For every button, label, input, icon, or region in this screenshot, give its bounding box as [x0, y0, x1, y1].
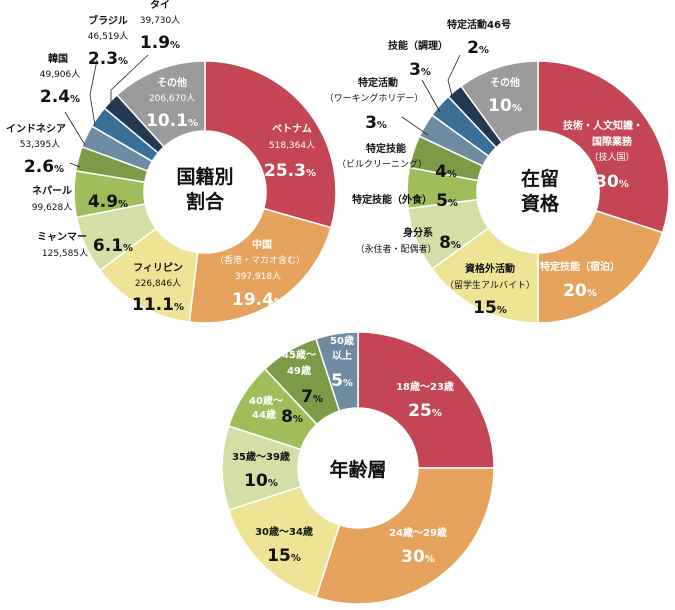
- donut-slice: [315, 467, 495, 605]
- slice-percent: 10.1%: [146, 111, 198, 131]
- slice-label: 40歳〜: [249, 394, 283, 407]
- slice-percent: 11.1%: [132, 295, 184, 315]
- slice-label: 50歳: [330, 334, 354, 347]
- chart-title: 国籍別割合: [176, 166, 234, 213]
- slice-percent: 2.4%: [40, 87, 80, 107]
- slice-count: 518,364人: [269, 140, 315, 151]
- slice-percent: 4%: [435, 162, 457, 182]
- slice-percent: 1.9%: [140, 33, 180, 53]
- slice-label: 身分系: [403, 226, 433, 239]
- slice-label: 特定活動: [358, 76, 398, 89]
- slice-label: 44歳: [252, 408, 276, 421]
- status-labels: 技術・人文知識・ 国際業務 （技人国） 30% 特定技能（宿泊） 20% 資格外…: [325, 18, 643, 318]
- slice-sublabel: （ワーキングホリデー）: [325, 92, 424, 104]
- slice-label: 技術・人文知識・: [563, 119, 643, 132]
- slice-label: ベトナム: [272, 123, 312, 135]
- slice-label: 35歳〜39歳: [232, 450, 290, 463]
- slice-label: タイ: [150, 0, 170, 11]
- slice-label: インドネシア: [6, 123, 66, 135]
- age-donut: [221, 331, 495, 605]
- nationality-labels: ベトナム 518,364人 25.3% 中国 （香港・マカオ含む） 397,91…: [6, 0, 316, 315]
- slice-percent: 4.9%: [88, 192, 128, 212]
- slice-percent: 7%: [301, 387, 323, 407]
- slice-count: 397,918人: [235, 271, 281, 282]
- slice-count: 99,628人: [32, 202, 73, 213]
- slice-percent: 10%: [488, 96, 522, 116]
- slice-percent: 30%: [595, 172, 629, 192]
- slice-percent: 25.3%: [264, 161, 316, 181]
- slice-percent: 19.4%: [232, 290, 284, 310]
- slice-percent: 25%: [408, 401, 442, 421]
- slice-percent: 10%: [244, 471, 278, 491]
- slice-percent: 3%: [409, 60, 431, 80]
- donut-slice: [459, 60, 539, 144]
- slice-percent: 8%: [439, 233, 461, 253]
- slice-label: 特定活動46号: [447, 18, 511, 31]
- slice-label: 韓国: [48, 52, 68, 65]
- age-labels: 18歳〜23歳 25% 24歳〜29歳 30% 30歳〜34歳 15% 35歳〜…: [232, 334, 454, 567]
- slice-label: 資格外活動: [465, 262, 515, 275]
- nationality-donut: [73, 60, 337, 324]
- slice-count: 206,670人: [149, 93, 195, 104]
- slice-label: 45歳〜: [282, 348, 316, 361]
- slice-sublabel: （技人国）: [589, 151, 634, 163]
- slice-count: 49,906人: [40, 69, 81, 80]
- slice-percent: 5%: [436, 191, 458, 211]
- slice-count: 226,846人: [135, 278, 181, 289]
- slice-count: 39,730人: [140, 15, 181, 26]
- slice-label: ブラジル: [88, 14, 128, 27]
- leader-lines-nationality: [64, 54, 149, 168]
- slice-sublabel: （留学生アルバイト）: [445, 279, 535, 291]
- slice-percent: 20%: [563, 281, 597, 301]
- slice-percent: 2.3%: [88, 49, 128, 69]
- donut-slice: [227, 485, 341, 599]
- donut-slice: [315, 331, 359, 412]
- slice-label: 特定技能（宿泊）: [540, 260, 620, 273]
- slice-percent: 2.6%: [24, 157, 64, 177]
- chart-title-wrapper: 在留資格: [520, 168, 559, 215]
- donut-slice: [537, 209, 664, 324]
- slice-label: 49歳: [287, 364, 311, 377]
- slice-percent: 6.1%: [93, 236, 133, 256]
- slice-label: 特定技能（外食）: [352, 193, 432, 206]
- slice-count: 125,585人: [42, 248, 88, 259]
- slice-label: フィリピン: [133, 262, 183, 274]
- slice-label: ミャンマー: [37, 231, 87, 243]
- slice-label: 30歳〜34歳: [255, 525, 313, 538]
- donut-slice: [537, 60, 670, 234]
- slice-count: 53,395人: [20, 139, 61, 150]
- slice-percent: 30%: [401, 547, 435, 567]
- slice-count: 46,519人: [88, 31, 129, 42]
- status-donut: [406, 60, 670, 324]
- slice-label: 特定技能: [366, 142, 406, 155]
- slice-sublabel: （香港・マカオ含む）: [215, 254, 305, 266]
- donut-slice: [204, 60, 337, 229]
- slice-label: その他: [157, 76, 187, 89]
- slice-percent: 2%: [467, 38, 489, 58]
- chart-title-line: 年齢層: [329, 458, 386, 481]
- slice-label: ネパール: [32, 185, 72, 197]
- slice-percent: 5%: [331, 371, 353, 391]
- slice-percent: 15%: [473, 298, 507, 318]
- slice-label: 18歳〜23歳: [396, 380, 454, 393]
- slice-label: 24歳〜29歳: [389, 526, 447, 539]
- slice-label: 以上: [332, 349, 352, 362]
- donut-slice: [188, 207, 332, 324]
- chart-title: 在留資格: [520, 168, 559, 215]
- slice-label: 中国: [252, 238, 272, 251]
- chart-title-wrapper: 国籍別割合: [176, 166, 234, 213]
- slice-label: 国際業務: [592, 135, 633, 148]
- donut-slice: [115, 60, 206, 148]
- slice-percent: 15%: [267, 546, 301, 566]
- slice-percent: 3%: [365, 113, 387, 133]
- slice-percent: 8%: [281, 407, 303, 427]
- leader-lines-status: [401, 54, 461, 136]
- donut-slice: [357, 331, 495, 469]
- slice-label: 技能（調理）: [388, 39, 448, 52]
- slice-sublabel: （ビルクリーニング）: [337, 158, 427, 170]
- slice-sublabel: （永住者・配偶者）: [355, 243, 436, 255]
- slice-label: その他: [490, 76, 520, 89]
